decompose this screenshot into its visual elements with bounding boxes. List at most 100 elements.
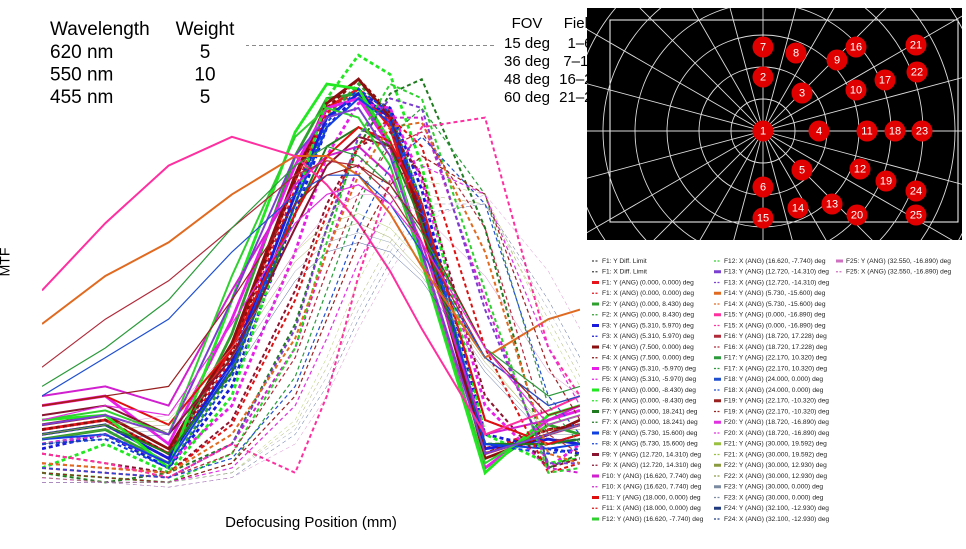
legend-label: F10: Y (ANG) (16.620, 7.740) deg (602, 473, 701, 480)
legend-label: F13: Y (ANG) (12.720, -14.310) deg (724, 269, 829, 276)
legend-label: F15: X (ANG) (0.000, -16.890) deg (724, 322, 826, 329)
legend-label: F24: Y (ANG) (32.100, -12.930) deg (724, 505, 829, 512)
field-label: 13 (826, 198, 838, 210)
legend-label: F22: X (ANG) (30.000, 12.930) deg (724, 473, 827, 480)
table-cell: 620 nm (50, 42, 113, 63)
legend-label: F12: Y (ANG) (16.620, -7.740) deg (602, 516, 704, 523)
field-point (884, 120, 906, 142)
axes: Defocusing Position (mm) MTF (0, 248, 397, 531)
table-header: Weight (176, 19, 236, 40)
field-point (752, 120, 774, 142)
field-point (752, 176, 774, 198)
legend-label: F17: X (ANG) (22.170, 10.320) deg (724, 365, 827, 372)
series-line (42, 174, 580, 407)
table-cell: 10 (194, 65, 215, 86)
field-label: 6 (760, 181, 766, 193)
series-line (42, 91, 580, 470)
field-label: 12 (854, 163, 866, 175)
table-cell: 5 (200, 42, 211, 63)
series-line (42, 194, 580, 488)
table-cell: 5 (200, 87, 211, 108)
legend-label: F15: Y (ANG) (0.000, -16.890) deg (724, 312, 826, 319)
map-spoke (762, 77, 962, 132)
map-spoke (762, 130, 793, 240)
map-spoke (587, 130, 764, 234)
map-spoke (762, 15, 962, 132)
series-line (42, 194, 580, 435)
legend-label: F12: X (ANG) (16.620, -7.740) deg (724, 258, 826, 265)
table-cell: 36 deg (504, 53, 550, 70)
series-line (42, 97, 580, 479)
series-line (42, 77, 580, 461)
legend-label: F16: Y (ANG) (18.720, 17.228) deg (724, 333, 827, 340)
field-label: 16 (850, 41, 862, 53)
legend-label: F25: Y (ANG) (32.550, -16.890) deg (846, 258, 951, 265)
legend-label: F23: X (ANG) (30.000, 0.000) deg (724, 494, 824, 501)
field-point (875, 170, 897, 192)
field-label: 24 (910, 185, 922, 197)
legend-label: F19: Y (ANG) (22.170, -10.320) deg (724, 398, 829, 405)
field-label: 25 (910, 209, 922, 221)
legend-label: F5: X (ANG) (5.310, -5.970) deg (602, 376, 697, 383)
legend-label: F22: Y (ANG) (30.000, 12.930) deg (724, 462, 827, 469)
legend-label: F1: X Diff. Limit (602, 269, 647, 276)
field-point (785, 42, 807, 64)
map-spoke (733, 130, 764, 240)
x-axis-label: Defocusing Position (mm) (225, 514, 397, 531)
map-spoke (587, 83, 764, 132)
field-label: 18 (889, 125, 901, 137)
series-line (42, 121, 580, 474)
field-point (911, 120, 933, 142)
field-label: 21 (910, 39, 922, 51)
field-point (791, 159, 813, 181)
series-line (42, 222, 580, 440)
legend-label: F20: Y (ANG) (18.720, -16.890) deg (724, 419, 829, 426)
field-point (905, 204, 927, 226)
table-cell: 1–6 (567, 35, 592, 52)
legend-label: F11: X (ANG) (18.000, 0.000) deg (602, 505, 701, 512)
y-axis-label: MTF (0, 248, 13, 277)
series-line (42, 116, 580, 479)
series-line (42, 107, 580, 484)
legend-label: F2: X (ANG) (0.000, 8.430) deg (602, 312, 694, 319)
series-line (42, 242, 580, 445)
legend-label: F23: Y (ANG) (30.000, 0.000) deg (724, 484, 823, 491)
legend-label: F11: Y (ANG) (18.000, 0.000) deg (602, 494, 701, 501)
legend-label: F9: Y (ANG) (12.720, 14.310) deg (602, 451, 701, 458)
map-spoke (762, 8, 797, 132)
field-point (787, 197, 809, 219)
field-point (905, 180, 927, 202)
series-line (42, 232, 580, 445)
legend-label: F7: X (ANG) (0.000, 18.241) deg (602, 419, 698, 426)
field-label: 7 (760, 41, 766, 53)
series-line (42, 91, 580, 461)
field-label: 15 (757, 212, 769, 224)
series-line (42, 203, 580, 483)
table-header: Wavelength (50, 19, 150, 40)
map-spoke (762, 130, 827, 240)
legend-label: F6: X (ANG) (0.000, -8.430) deg (602, 398, 697, 405)
series-line (42, 184, 580, 426)
legend-label: F1: Y Diff. Limit (602, 258, 647, 265)
legend-label: F10: X (ANG) (16.620, 7.740) deg (602, 484, 702, 491)
field-label: 23 (916, 125, 928, 137)
map-spoke (762, 130, 953, 240)
legend-label: F14: X (ANG) (5.730, -15.600) deg (724, 301, 826, 308)
series-line (42, 145, 580, 397)
legend-label: F3: Y (ANG) (5.310, 5.970) deg (602, 322, 694, 329)
map-spoke (729, 8, 764, 132)
series-line (42, 53, 580, 475)
map-spoke (691, 8, 764, 132)
field-point (791, 82, 813, 104)
map-spoke (639, 8, 764, 132)
field-label: 9 (834, 54, 840, 66)
table-cell: 15 deg (504, 35, 550, 52)
field-label: 5 (799, 164, 805, 176)
series-line (42, 155, 580, 359)
series-line (42, 135, 580, 479)
field-point (906, 61, 928, 83)
field-label: 10 (850, 84, 862, 96)
legend-label: F4: X (ANG) (7.500, 0.000) deg (602, 355, 694, 362)
legend-label: F18: X (ANG) (24.000, 0.000) deg (724, 387, 824, 394)
field-point (856, 120, 878, 142)
